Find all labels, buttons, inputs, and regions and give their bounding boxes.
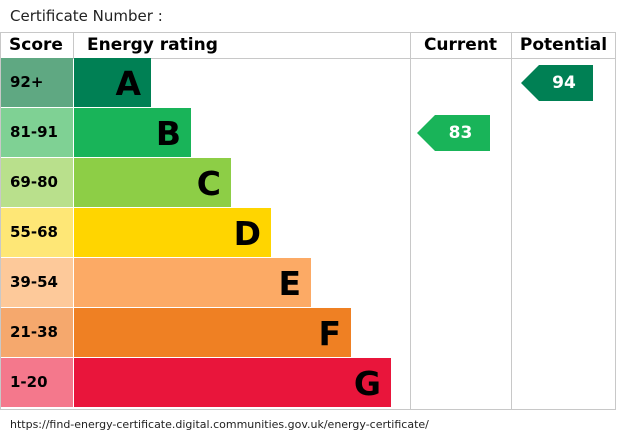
band-letter-f: F: [318, 314, 341, 353]
band-letter-d: D: [233, 214, 261, 253]
score-header: Score: [9, 35, 63, 55]
current-rating-arrow: 83: [417, 114, 490, 151]
current-rating-arrow-value: 83: [448, 122, 473, 143]
band-letter-b: B: [155, 114, 181, 153]
band-bar-d: D: [74, 208, 271, 257]
current-column-divider: [410, 32, 411, 410]
potential-rating-arrow-polygon: [521, 64, 593, 101]
current-rating-arrow-shape: [417, 114, 490, 151]
potential-column-divider: [511, 32, 512, 410]
band-letter-a: A: [115, 64, 141, 103]
certificate-number-label: Certificate Number :: [10, 7, 163, 25]
band-letter-c: C: [196, 164, 221, 203]
footer-url: https://find-energy-certificate.digital.…: [10, 418, 429, 431]
energy-rating-header: Energy rating: [87, 35, 218, 55]
potential-rating-arrow-value: 94: [552, 72, 576, 93]
score-range-a: 92+: [1, 58, 73, 107]
band-bar-a: A: [74, 58, 151, 107]
band-letter-e: E: [278, 264, 301, 303]
potential-rating-arrow: 94: [521, 64, 593, 101]
score-range-d: 55-68: [1, 208, 73, 257]
band-letter-g: G: [353, 364, 381, 403]
band-bar-f: F: [74, 308, 351, 357]
score-range-f: 21-38: [1, 308, 73, 357]
current-rating-arrow-polygon: [417, 114, 490, 151]
score-range-b: 81-91: [1, 108, 73, 157]
band-bar-g: G: [74, 358, 391, 407]
current-header: Current: [423, 35, 498, 55]
potential-header: Potential: [519, 35, 608, 55]
score-range-c: 69-80: [1, 158, 73, 207]
band-bar-b: B: [74, 108, 191, 157]
band-bar-c: C: [74, 158, 231, 207]
table-border: [0, 32, 616, 410]
band-bar-e: E: [74, 258, 311, 307]
header-divider: [0, 58, 616, 59]
energy-rating-chart: Score Energy rating Current Potential 92…: [0, 32, 620, 410]
score-range-g: 1-20: [1, 358, 73, 407]
score-column-divider: [73, 32, 74, 58]
potential-rating-arrow-shape: [521, 64, 593, 101]
score-range-e: 39-54: [1, 258, 73, 307]
